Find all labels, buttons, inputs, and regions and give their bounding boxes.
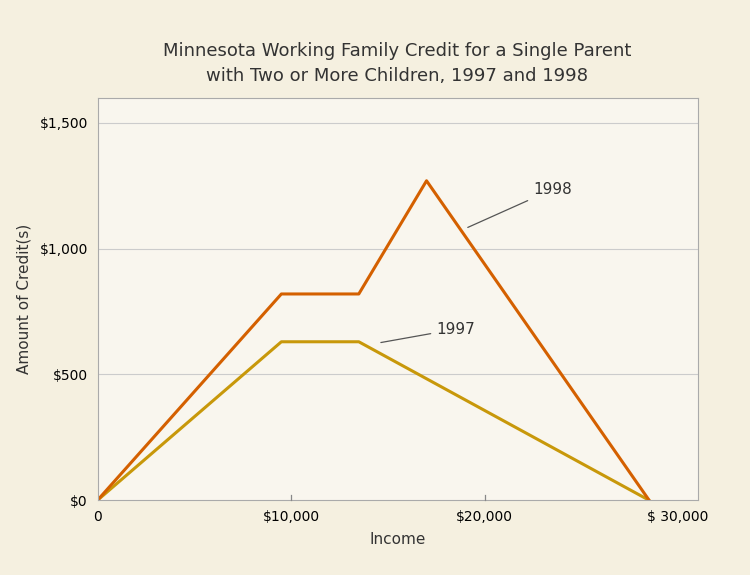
X-axis label: Income: Income	[369, 532, 426, 547]
Text: 1998: 1998	[468, 182, 572, 228]
Title: Minnesota Working Family Credit for a Single Parent
with Two or More Children, 1: Minnesota Working Family Credit for a Si…	[164, 42, 632, 85]
Y-axis label: Amount of Credit(s): Amount of Credit(s)	[16, 224, 31, 374]
Text: 1997: 1997	[381, 321, 475, 343]
